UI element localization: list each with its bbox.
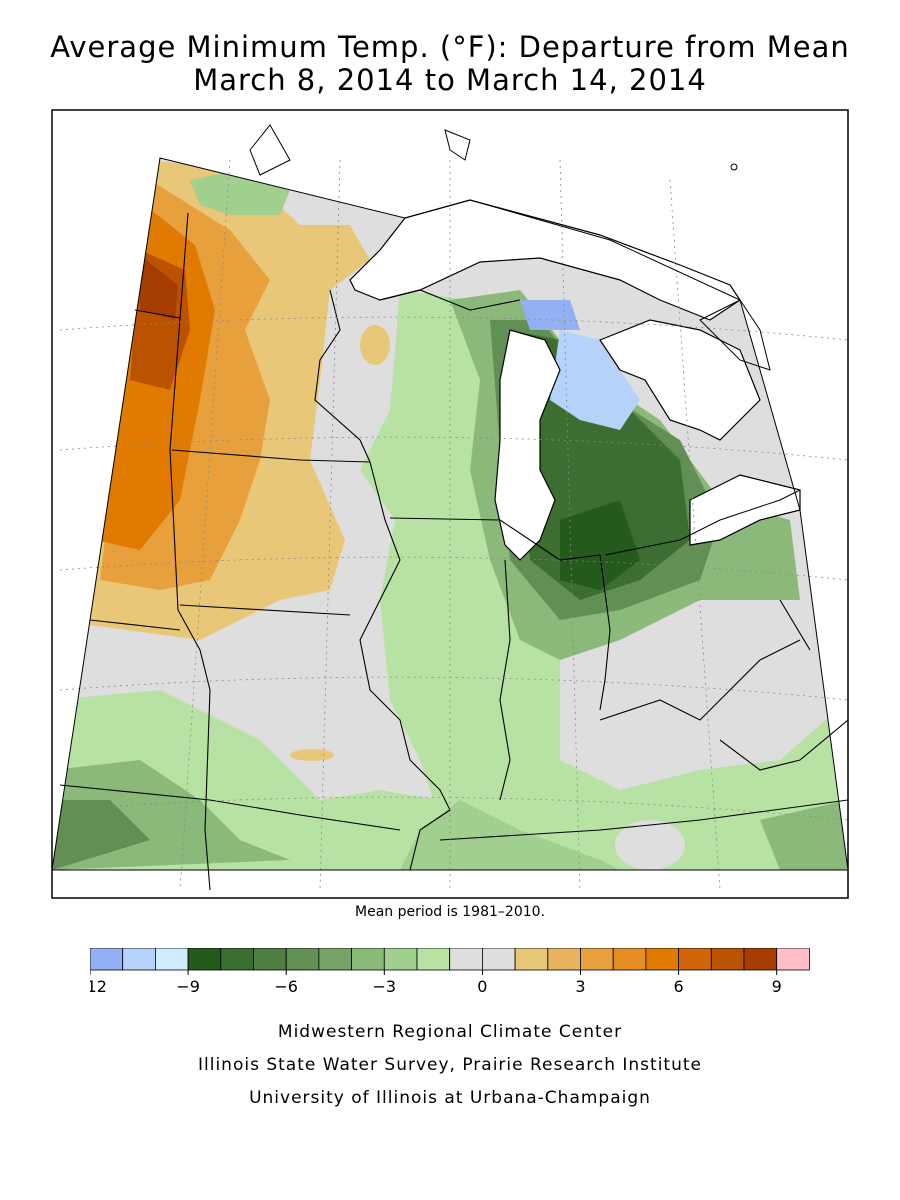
border-mn-wi <box>314 289 371 463</box>
lake-erie <box>689 474 801 546</box>
island-3 <box>730 163 738 171</box>
credit-line-1: Midwestern Regional Climate Center <box>277 1022 623 1042</box>
legend-swatch <box>253 948 287 971</box>
legend-swatch <box>710 948 745 971</box>
legend-swatch <box>612 948 647 971</box>
border-ok-ks <box>59 784 211 801</box>
great-lakes <box>349 199 801 561</box>
border-mi-in-oh <box>604 539 681 556</box>
border-ky-tn <box>439 799 848 841</box>
cool-area-se <box>400 800 620 870</box>
legend-swatch <box>285 948 320 971</box>
border-wv-va <box>719 719 848 771</box>
border-ne-ia <box>179 604 351 616</box>
credit-line-3: University of Illinois at Urbana-Champai… <box>249 1088 651 1108</box>
warm-spot-mo <box>290 749 334 761</box>
legend-swatch <box>155 948 189 971</box>
border-il-in <box>499 559 511 801</box>
legend-swatch <box>122 948 156 971</box>
legend-tick-label: 6 <box>674 977 684 996</box>
legend-swatch <box>776 948 810 971</box>
legend-swatch <box>514 948 549 971</box>
legend-swatch <box>547 948 581 971</box>
lake-michigan <box>494 329 561 561</box>
border-nd-mn-sd <box>169 212 211 891</box>
map-title-line-1: Average Minimum Temp. (°F): Departure fr… <box>50 30 850 64</box>
legend-swatch <box>743 948 778 971</box>
island-1 <box>249 124 291 176</box>
longitude-line-4 <box>559 159 581 891</box>
border-wi-il <box>389 517 601 561</box>
legend-tick-label: 9 <box>772 977 782 996</box>
mean-period-note: Mean period is 1981–2010. <box>355 904 545 920</box>
legend-tick-label: −3 <box>373 977 397 996</box>
warm-spot-wi <box>360 325 390 365</box>
legend-swatch <box>351 948 385 971</box>
neutral-spot-tn <box>615 820 685 870</box>
legend-swatch <box>90 948 124 971</box>
legend-color-boxes <box>90 948 810 971</box>
legend-swatch <box>645 948 680 971</box>
cold-area-lake-mi <box>550 330 640 430</box>
longitude-line-2 <box>319 159 341 891</box>
cool-area-east <box>760 800 848 870</box>
legend-swatch <box>220 948 254 971</box>
legend-swatch <box>187 948 222 971</box>
border-pa-oh <box>779 599 811 651</box>
region-outline <box>52 157 848 871</box>
state-boundaries <box>59 212 848 891</box>
legend-tick-label: −9 <box>176 977 200 996</box>
legend-swatch <box>318 948 352 971</box>
legend-swatch <box>580 948 614 971</box>
color-legend: −12 −9 −6 −3 0 3 6 9 <box>90 948 810 996</box>
longitude-line-5 <box>669 179 721 891</box>
legend-tick-label: −12 <box>90 977 107 996</box>
credit-line-2: Illinois State Water Survey, Prairie Res… <box>198 1055 702 1075</box>
border-ne-top <box>89 619 181 631</box>
longitude-line-1 <box>179 159 231 891</box>
border-mississippi <box>359 461 451 871</box>
map-title-line-2: March 8, 2014 to March 14, 2014 <box>193 63 707 97</box>
border-ks-mo <box>209 799 401 831</box>
legend-swatch <box>383 948 418 971</box>
island-2 <box>444 129 471 161</box>
georgian-bay <box>699 299 771 371</box>
border-ohio-river <box>599 639 801 721</box>
legend-tick-label: 3 <box>575 977 585 996</box>
lake-huron <box>599 319 761 441</box>
legend-swatch <box>481 948 516 971</box>
cold-core-mi <box>560 500 640 590</box>
border-sd-mn <box>171 449 371 463</box>
lake-superior <box>349 199 741 321</box>
map-panel <box>51 109 849 899</box>
border-nd-sd <box>134 309 181 319</box>
legend-swatch <box>678 948 712 971</box>
border-wi-up <box>379 289 521 311</box>
neutral-area-oh <box>600 600 790 740</box>
legend-swatch <box>416 948 451 971</box>
canadian-coastline <box>249 124 801 541</box>
cold-core-up <box>520 300 580 330</box>
ontario-coast <box>679 489 801 541</box>
graticule <box>59 159 848 891</box>
legend-swatch <box>449 948 483 971</box>
cool-core-ok <box>52 800 150 870</box>
border-in-oh <box>599 554 611 711</box>
legend-tick-label: 0 <box>477 977 487 996</box>
warm-core-nd <box>140 255 178 320</box>
legend-tick-labels: −12 −9 −6 −3 0 3 6 9 <box>90 970 782 996</box>
legend-tick-label: −6 <box>274 977 298 996</box>
